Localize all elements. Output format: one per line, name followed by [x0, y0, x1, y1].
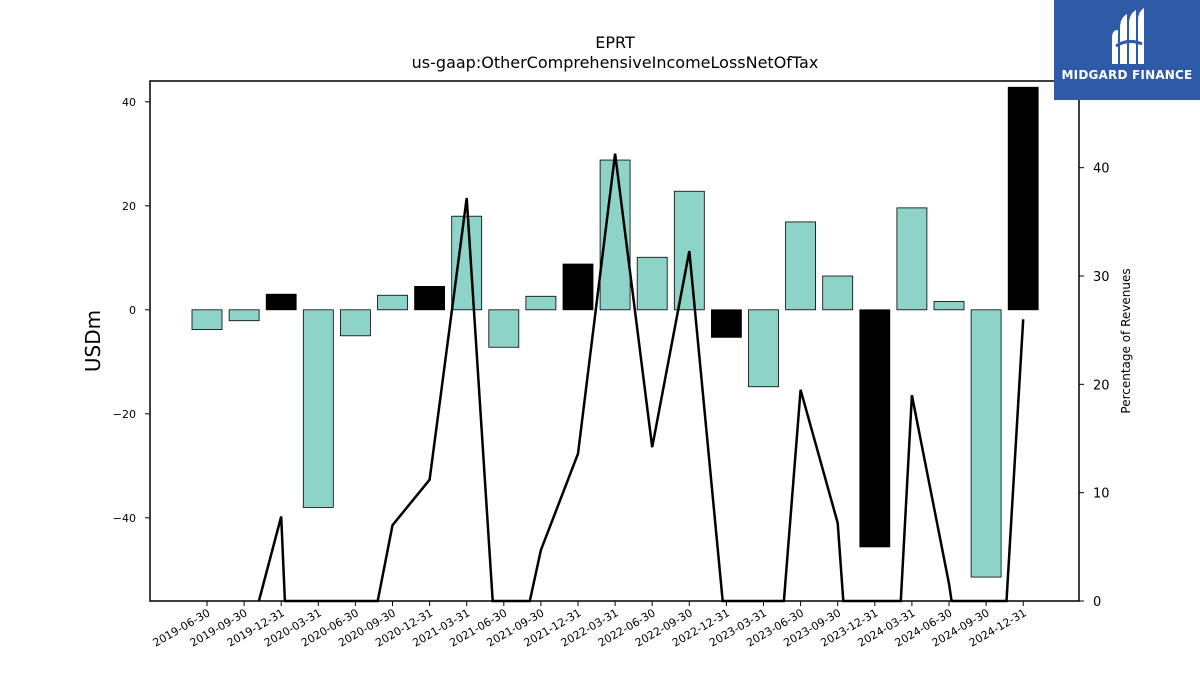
bar — [339, 309, 371, 337]
bar — [970, 309, 1002, 578]
y-tick-label: −20 — [113, 408, 136, 421]
midgard-logo-icon — [1112, 8, 1144, 64]
bar — [191, 309, 223, 330]
bar — [673, 190, 705, 311]
chart-title: EPRT — [595, 33, 635, 52]
revenue-percentage-line — [257, 153, 1025, 603]
bar — [1007, 86, 1039, 311]
y-axis-right: 0 10 20 30 40 — [1079, 162, 1110, 610]
y-axis-label: USDm — [81, 310, 105, 372]
y2-tick-label: 30 — [1093, 270, 1110, 285]
bar — [785, 221, 816, 311]
bar — [933, 301, 965, 311]
bar — [562, 263, 594, 311]
bar — [414, 285, 446, 311]
y2-tick-label: 20 — [1093, 378, 1110, 393]
y2-axis-label: Percentage of Revenues — [1119, 268, 1133, 413]
y-tick-label: −40 — [113, 512, 136, 525]
bar — [525, 295, 557, 311]
midgard-finance-logo: MIDGARD FINANCE — [1054, 0, 1200, 100]
y2-tick-label: 0 — [1093, 595, 1101, 610]
x-axis: 2019-06-302019-09-302019-12-312020-03-31… — [151, 601, 1029, 650]
bar — [488, 309, 520, 348]
bar — [711, 309, 742, 338]
bar — [265, 293, 297, 311]
logo-text: MIDGARD FINANCE — [1061, 68, 1193, 82]
y2-tick-label: 10 — [1093, 487, 1110, 502]
bar — [859, 309, 891, 548]
bar — [748, 309, 779, 388]
y-tick-label: 0 — [129, 304, 136, 317]
bar — [377, 294, 408, 311]
bar — [302, 309, 334, 508]
bar — [822, 275, 854, 311]
line-series — [257, 153, 1025, 603]
bar — [636, 256, 668, 311]
bar — [451, 215, 483, 311]
y-tick-label: 20 — [122, 200, 136, 213]
chart-subtitle: us-gaap:OtherComprehensiveIncomeLossNetO… — [412, 53, 819, 72]
plot-frame — [149, 80, 1080, 602]
bar — [896, 207, 928, 311]
y-tick-label: 40 — [122, 96, 136, 109]
y2-tick-label: 40 — [1093, 162, 1110, 177]
bar — [228, 309, 260, 322]
y-axis-left: −40 −20 0 20 40 — [113, 96, 150, 525]
